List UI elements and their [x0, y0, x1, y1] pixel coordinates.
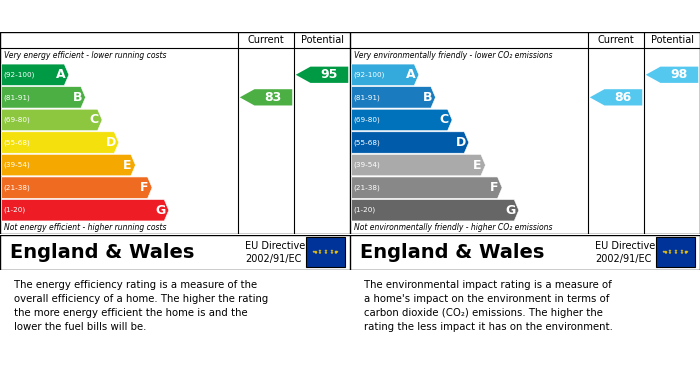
Text: ★: ★: [664, 251, 667, 255]
Text: Current: Current: [598, 35, 634, 45]
Text: (81-91): (81-91): [4, 94, 30, 100]
Text: ★: ★: [664, 249, 667, 254]
Text: A: A: [406, 68, 416, 81]
Text: England & Wales: England & Wales: [360, 243, 545, 262]
Text: ★: ★: [312, 250, 316, 254]
FancyBboxPatch shape: [307, 237, 344, 267]
Polygon shape: [295, 66, 349, 83]
Text: ★: ★: [679, 249, 683, 253]
Polygon shape: [351, 87, 435, 108]
Text: ★: ★: [329, 249, 333, 253]
FancyBboxPatch shape: [0, 32, 350, 233]
FancyBboxPatch shape: [657, 237, 694, 267]
Text: Current: Current: [248, 35, 284, 45]
Text: (55-68): (55-68): [354, 139, 380, 146]
Text: F: F: [140, 181, 148, 194]
Polygon shape: [351, 154, 486, 176]
Text: Not environmentally friendly - higher CO₂ emissions: Not environmentally friendly - higher CO…: [354, 223, 552, 232]
Text: ★: ★: [684, 249, 687, 254]
Text: E: E: [123, 159, 132, 172]
Text: G: G: [155, 204, 166, 217]
Text: ★: ★: [673, 251, 678, 255]
Text: (1-20): (1-20): [354, 207, 376, 213]
FancyBboxPatch shape: [350, 235, 700, 270]
Text: (1-20): (1-20): [4, 207, 26, 213]
Text: ★: ★: [318, 251, 322, 255]
Polygon shape: [1, 109, 102, 131]
Text: (69-80): (69-80): [4, 117, 30, 123]
Text: Very environmentally friendly - lower CO₂ emissions: Very environmentally friendly - lower CO…: [354, 52, 552, 61]
Text: ★: ★: [335, 250, 339, 254]
Text: (21-38): (21-38): [4, 185, 30, 191]
Text: ★: ★: [685, 250, 689, 254]
Text: The energy efficiency rating is a measure of the
overall efficiency of a home. T: The energy efficiency rating is a measur…: [14, 280, 268, 332]
Polygon shape: [239, 89, 293, 106]
Text: Potential: Potential: [650, 35, 694, 45]
Polygon shape: [351, 109, 452, 131]
Polygon shape: [351, 132, 469, 153]
Text: ★: ★: [668, 249, 672, 253]
Text: 95: 95: [321, 68, 338, 81]
Polygon shape: [1, 199, 169, 221]
Text: ★: ★: [684, 251, 687, 255]
Text: ★: ★: [323, 249, 328, 253]
Polygon shape: [1, 132, 119, 153]
Text: ★: ★: [673, 249, 678, 253]
Text: ★: ★: [314, 249, 317, 254]
Text: (92-100): (92-100): [4, 72, 35, 78]
Text: D: D: [456, 136, 466, 149]
Text: Energy Efficiency Rating: Energy Efficiency Rating: [10, 8, 213, 23]
Polygon shape: [589, 89, 643, 106]
Text: 98: 98: [671, 68, 688, 81]
Polygon shape: [1, 87, 85, 108]
Text: Very energy efficient - lower running costs: Very energy efficient - lower running co…: [4, 52, 166, 61]
Text: England & Wales: England & Wales: [10, 243, 195, 262]
Text: Potential: Potential: [300, 35, 344, 45]
Text: 83: 83: [265, 91, 282, 104]
Text: ★: ★: [679, 251, 683, 255]
Text: EU Directive
2002/91/EC: EU Directive 2002/91/EC: [595, 240, 655, 264]
Polygon shape: [351, 64, 419, 86]
Text: Environmental Impact (CO₂) Rating: Environmental Impact (CO₂) Rating: [360, 8, 650, 23]
Text: (69-80): (69-80): [354, 117, 380, 123]
Polygon shape: [645, 66, 699, 83]
Text: ★: ★: [334, 251, 337, 255]
Text: (55-68): (55-68): [4, 139, 30, 146]
Text: G: G: [505, 204, 516, 217]
Text: 86: 86: [615, 91, 632, 104]
Text: ★: ★: [668, 251, 672, 255]
Text: (39-54): (39-54): [4, 162, 30, 169]
Text: C: C: [90, 113, 99, 126]
Text: ★: ★: [323, 251, 328, 255]
Polygon shape: [351, 199, 519, 221]
Text: The environmental impact rating is a measure of
a home's impact on the environme: The environmental impact rating is a mea…: [364, 280, 613, 332]
Text: EU Directive
2002/91/EC: EU Directive 2002/91/EC: [245, 240, 305, 264]
Text: ★: ★: [314, 251, 317, 255]
FancyBboxPatch shape: [350, 32, 700, 233]
Text: D: D: [106, 136, 116, 149]
Text: F: F: [490, 181, 498, 194]
Text: E: E: [473, 159, 482, 172]
Text: A: A: [56, 68, 66, 81]
Text: (21-38): (21-38): [354, 185, 380, 191]
Text: B: B: [73, 91, 82, 104]
FancyBboxPatch shape: [0, 235, 350, 270]
Text: (39-54): (39-54): [354, 162, 380, 169]
Text: ★: ★: [334, 249, 337, 254]
Polygon shape: [351, 177, 502, 198]
Text: B: B: [423, 91, 432, 104]
Polygon shape: [1, 154, 136, 176]
Text: (92-100): (92-100): [354, 72, 385, 78]
Text: ★: ★: [662, 250, 666, 254]
Text: Not energy efficient - higher running costs: Not energy efficient - higher running co…: [4, 223, 166, 232]
Text: C: C: [440, 113, 449, 126]
Polygon shape: [1, 64, 69, 86]
Text: ★: ★: [318, 249, 322, 253]
Text: ★: ★: [329, 251, 333, 255]
Polygon shape: [1, 177, 152, 198]
Text: (81-91): (81-91): [354, 94, 380, 100]
